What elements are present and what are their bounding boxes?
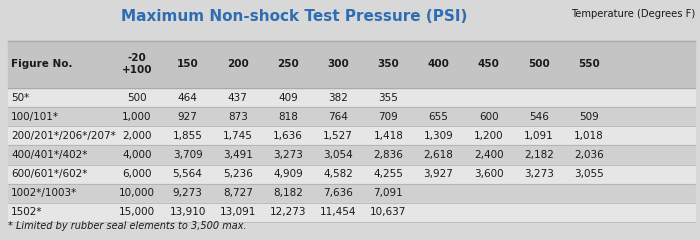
Text: * Limited by rubber seal elements to 3,500 max.: * Limited by rubber seal elements to 3,5… — [8, 222, 247, 232]
Text: 546: 546 — [529, 112, 549, 122]
Text: 3,273: 3,273 — [273, 150, 303, 160]
Text: 2,182: 2,182 — [524, 150, 554, 160]
Text: 1,018: 1,018 — [574, 131, 603, 141]
Text: 600/601*/602*: 600/601*/602* — [11, 169, 88, 179]
Text: 709: 709 — [379, 112, 398, 122]
Text: 3,054: 3,054 — [323, 150, 353, 160]
Text: 1,527: 1,527 — [323, 131, 353, 141]
Text: 400/401*/402*: 400/401*/402* — [11, 150, 88, 160]
Text: 1,745: 1,745 — [223, 131, 253, 141]
Text: 150: 150 — [176, 59, 198, 69]
Text: 2,836: 2,836 — [373, 150, 403, 160]
Text: 927: 927 — [178, 112, 197, 122]
Text: 8,182: 8,182 — [273, 188, 303, 198]
Text: 1,418: 1,418 — [373, 131, 403, 141]
Text: 5,564: 5,564 — [173, 169, 202, 179]
Text: Maximum Non-shock Test Pressure (PSI): Maximum Non-shock Test Pressure (PSI) — [121, 8, 468, 24]
Text: 3,709: 3,709 — [173, 150, 202, 160]
Text: 350: 350 — [377, 59, 399, 69]
Text: 4,909: 4,909 — [273, 169, 303, 179]
Text: 12,273: 12,273 — [270, 207, 306, 217]
Text: 6,000: 6,000 — [122, 169, 152, 179]
Text: 50*: 50* — [11, 93, 29, 102]
Text: 300: 300 — [328, 59, 349, 69]
Text: 100/101*: 100/101* — [11, 112, 59, 122]
Text: 2,036: 2,036 — [574, 150, 603, 160]
Bar — [8, 184, 695, 203]
Text: 7,091: 7,091 — [374, 188, 403, 198]
Text: 4,255: 4,255 — [373, 169, 403, 179]
Bar — [8, 41, 695, 88]
Text: 382: 382 — [328, 93, 348, 102]
Text: 9,273: 9,273 — [173, 188, 202, 198]
Text: 400: 400 — [428, 59, 449, 69]
Bar — [8, 145, 695, 165]
Text: 5,236: 5,236 — [223, 169, 253, 179]
Text: 1502*: 1502* — [11, 207, 43, 217]
Text: 7,636: 7,636 — [323, 188, 353, 198]
Bar — [8, 88, 695, 107]
Text: 15,000: 15,000 — [119, 207, 155, 217]
Text: 3,273: 3,273 — [524, 169, 554, 179]
Text: 1,200: 1,200 — [474, 131, 503, 141]
Text: 550: 550 — [578, 59, 600, 69]
Text: Figure No.: Figure No. — [11, 59, 73, 69]
Text: 10,637: 10,637 — [370, 207, 407, 217]
Text: 655: 655 — [428, 112, 449, 122]
Text: 450: 450 — [478, 59, 500, 69]
Text: 1,309: 1,309 — [424, 131, 454, 141]
Text: 250: 250 — [277, 59, 299, 69]
Bar — [8, 126, 695, 145]
Text: Temperature (Degrees F): Temperature (Degrees F) — [571, 8, 695, 18]
Text: 8,727: 8,727 — [223, 188, 253, 198]
Text: 873: 873 — [228, 112, 248, 122]
Text: 3,491: 3,491 — [223, 150, 253, 160]
Text: 200/201*/206*/207*: 200/201*/206*/207* — [11, 131, 116, 141]
Text: 4,582: 4,582 — [323, 169, 353, 179]
Text: 764: 764 — [328, 112, 348, 122]
Text: 2,000: 2,000 — [122, 131, 152, 141]
Text: 1,000: 1,000 — [122, 112, 152, 122]
Text: 1,855: 1,855 — [173, 131, 202, 141]
Text: 4,000: 4,000 — [122, 150, 152, 160]
Text: 600: 600 — [479, 112, 498, 122]
Text: 3,055: 3,055 — [574, 169, 603, 179]
Text: 11,454: 11,454 — [320, 207, 356, 217]
Text: 509: 509 — [579, 112, 598, 122]
Text: 3,600: 3,600 — [474, 169, 503, 179]
Bar — [8, 107, 695, 126]
Text: 2,618: 2,618 — [424, 150, 454, 160]
Text: 464: 464 — [178, 93, 197, 102]
Text: 1,091: 1,091 — [524, 131, 554, 141]
Text: 2,400: 2,400 — [474, 150, 503, 160]
Bar — [8, 203, 695, 222]
Text: 13,091: 13,091 — [220, 207, 256, 217]
Text: 1002*/1003*: 1002*/1003* — [11, 188, 78, 198]
Text: 355: 355 — [379, 93, 398, 102]
Text: 409: 409 — [278, 93, 298, 102]
Bar — [8, 165, 695, 184]
Text: 500: 500 — [127, 93, 147, 102]
Text: 500: 500 — [528, 59, 550, 69]
Text: 10,000: 10,000 — [119, 188, 155, 198]
Text: 818: 818 — [278, 112, 298, 122]
Text: -20
+100: -20 +100 — [122, 53, 152, 75]
Text: 3,927: 3,927 — [424, 169, 454, 179]
Text: 1,636: 1,636 — [273, 131, 303, 141]
Text: 437: 437 — [228, 93, 248, 102]
Text: 200: 200 — [227, 59, 248, 69]
Text: 13,910: 13,910 — [169, 207, 206, 217]
